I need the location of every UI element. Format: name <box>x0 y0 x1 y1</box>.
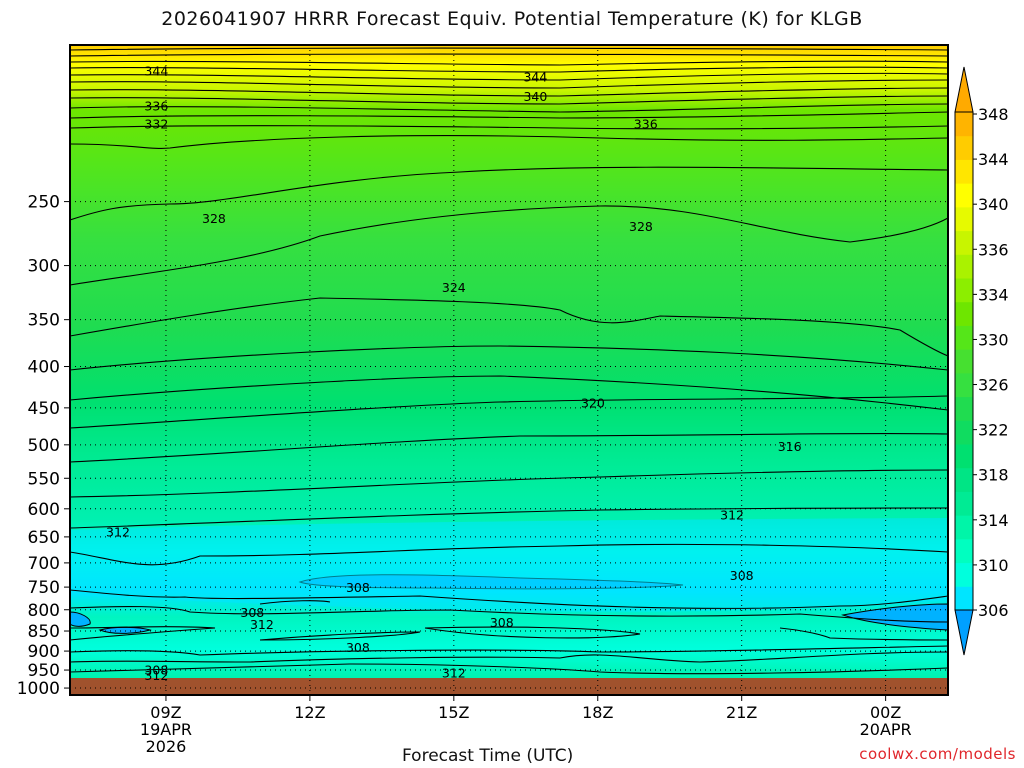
y-tick-label: 350 <box>28 311 60 331</box>
contour-labels: 344 3443403363363323283283243203163123123… <box>106 63 802 683</box>
colorbar-swatch <box>955 112 973 137</box>
contour-label: 308 <box>240 605 264 620</box>
y-tick-label: 450 <box>28 399 60 419</box>
contour-label: 308 <box>144 663 168 678</box>
x-axis-label: Forecast Time (UTC) <box>402 746 574 766</box>
grid-lines <box>70 45 948 695</box>
contour-label: 308 <box>730 568 754 583</box>
y-tick-label: 650 <box>28 528 60 548</box>
cyan-band <box>70 518 948 612</box>
colorbar-tick-label: 310 <box>978 556 1009 575</box>
colorbar-swatch <box>955 420 973 445</box>
colorbar-tick-label: 330 <box>978 330 1009 349</box>
colorbar-swatch <box>955 135 973 160</box>
plot-frame <box>69 44 949 696</box>
chart-title: 2026041907 HRRR Forecast Equiv. Potentia… <box>161 8 863 30</box>
contour-label: 312 <box>144 668 168 683</box>
colorbar-swatch <box>955 444 973 469</box>
x-tick-label: 18Z <box>582 703 613 722</box>
colorbar-swatch <box>955 491 973 516</box>
x-tick-label: 09Z <box>150 703 181 722</box>
colorbar-tick-label: 340 <box>978 195 1009 214</box>
contour-lines <box>70 47 948 675</box>
contour-label: 308 <box>346 580 370 595</box>
colorbar-swatch <box>955 159 973 184</box>
y-tick-label: 950 <box>28 661 60 681</box>
colorbar-swatch <box>955 562 973 587</box>
contour-label: 328 <box>202 211 226 226</box>
x-tick-label: 19APR <box>140 720 192 739</box>
y-axis: 2503003504004505005506006507007508008509… <box>17 193 70 699</box>
colorbar-max-triangle <box>954 66 974 113</box>
colorbar-tick-label: 318 <box>978 466 1009 485</box>
cold-pocket <box>841 603 948 631</box>
colorbar-tick-label: 306 <box>978 601 1009 620</box>
contour-label: 344 <box>144 63 168 78</box>
contour-label: 312 <box>250 617 274 632</box>
colorbar-swatch <box>955 206 973 232</box>
y-tick-label: 400 <box>28 358 60 378</box>
colorbar-tick-label: 336 <box>978 240 1009 259</box>
contour-label: 312 <box>106 524 130 539</box>
x-tick-label: 15Z <box>438 703 469 722</box>
cold-pocket <box>70 611 91 627</box>
colorbar-swatch <box>955 467 973 492</box>
contour-label: 344 <box>523 69 547 84</box>
contour-label: 316 <box>778 439 802 454</box>
contour-label: 324 <box>442 280 466 295</box>
ground-surface <box>70 678 948 695</box>
credit-text: coolwx.com/models <box>859 745 1016 763</box>
colorbar-tick-label: 326 <box>978 376 1009 395</box>
colorbar-swatch <box>955 301 973 326</box>
colorbar-swatch <box>955 515 973 540</box>
contour-label: 328 <box>629 219 653 234</box>
colorbar-swatch <box>955 325 973 350</box>
contour-label: 336 <box>144 98 168 113</box>
y-tick-label: 1000 <box>17 679 60 699</box>
colorbar-swatch <box>955 278 973 303</box>
colorbar-swatch <box>955 586 973 611</box>
y-tick-label: 500 <box>28 436 60 456</box>
y-tick-label: 800 <box>28 601 60 621</box>
colorbar-swatch <box>955 538 973 564</box>
contour-label: 312 <box>442 666 466 681</box>
colorbar-tick-label: 322 <box>978 421 1009 440</box>
colorbar-min-triangle <box>954 609 974 656</box>
y-tick-label: 600 <box>28 500 60 520</box>
colorbar-tick-label: 334 <box>978 285 1009 304</box>
contour-label: 340 <box>523 89 547 104</box>
colorbar-swatch <box>955 230 973 255</box>
colorbar-tick-label: 344 <box>978 150 1009 169</box>
colorbar-tick-label: 314 <box>978 511 1009 530</box>
colorbar-frame <box>954 111 974 611</box>
contour-label: 320 <box>581 395 605 410</box>
x-tick-label: 12Z <box>294 703 325 722</box>
x-tick-label: 20APR <box>860 720 912 739</box>
colorbar-swatch <box>955 396 973 421</box>
y-tick-label: 250 <box>28 193 60 213</box>
contour-label: 336 <box>634 116 658 131</box>
colorbar-tick-label: 348 <box>978 105 1009 124</box>
y-tick-label: 300 <box>28 257 60 277</box>
x-tick-label: 2026 <box>146 737 187 756</box>
contour-label: 312 <box>720 508 744 523</box>
y-tick-label: 850 <box>28 622 60 642</box>
y-tick-label: 900 <box>28 642 60 662</box>
contour-label: 308 <box>490 615 514 630</box>
y-tick-label: 700 <box>28 554 60 574</box>
y-tick-label: 750 <box>28 578 60 598</box>
contour-label: 332 <box>144 116 168 131</box>
colorbar-swatch <box>955 183 973 208</box>
y-tick-label: 550 <box>28 469 60 489</box>
contour-label: 308 <box>346 640 370 655</box>
colorbar-swatch <box>955 372 973 398</box>
colorbar-swatch <box>955 349 973 374</box>
x-tick-label: 00Z <box>870 703 901 722</box>
colorbar: 348 344 340 336 334 330 326 322 318 314 310 306 <box>954 66 1009 656</box>
x-tick-label: 21Z <box>726 703 757 722</box>
colorbar-swatch <box>955 254 973 279</box>
